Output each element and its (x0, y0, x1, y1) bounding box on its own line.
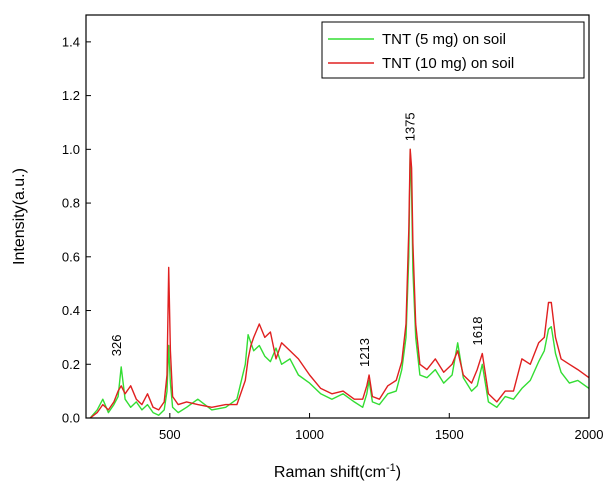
y-tick-label: 0.4 (62, 303, 80, 318)
axes-layer: 500 1000 1500 2000 0.0 0.2 0.4 0.6 0.8 1.0 1.2 1.4 (62, 14, 604, 442)
annotation-layer: 326 1213 1375 1618 (109, 112, 485, 367)
x-tick-label: 2000 (575, 427, 604, 442)
plot-frame (85, 14, 590, 419)
series-layer (89, 148, 590, 419)
x-tick-label: 1000 (295, 427, 324, 442)
y-tick-label: 0.0 (62, 411, 80, 426)
x-axis-title-tail: ) (396, 464, 401, 481)
x-tick-label: 500 (159, 427, 181, 442)
y-tick-label: 1.0 (62, 142, 80, 157)
series-line-1 (89, 148, 590, 419)
legend: TNT (5 mg) on soil TNT (10 mg) on soil (321, 21, 585, 79)
legend-label-0: TNT (5 mg) on soil (382, 31, 506, 48)
legend-box (321, 21, 585, 79)
y-tick-label: 0.6 (62, 249, 80, 264)
y-tick-label: 0.2 (62, 357, 80, 372)
y-tick-label: 0.8 (62, 196, 80, 211)
y-tick-label: 1.4 (62, 34, 80, 49)
x-axis-title-main: Raman shift(cm (274, 464, 386, 481)
peak-annotation: 1618 (470, 317, 485, 346)
x-axis-title: Raman shift(cm-1) (274, 462, 401, 481)
y-tick-label: 1.2 (62, 88, 80, 103)
x-axis-title-superscript: -1 (386, 462, 396, 474)
peak-annotation: 1213 (357, 338, 372, 367)
y-axis-title: Intensity(a.u.) (11, 168, 28, 265)
series-line-0 (89, 148, 590, 419)
x-tick-label: 1500 (435, 427, 464, 442)
peak-annotation: 1375 (402, 112, 417, 141)
peak-annotation: 326 (109, 335, 124, 357)
legend-label-1: TNT (10 mg) on soil (382, 55, 514, 72)
